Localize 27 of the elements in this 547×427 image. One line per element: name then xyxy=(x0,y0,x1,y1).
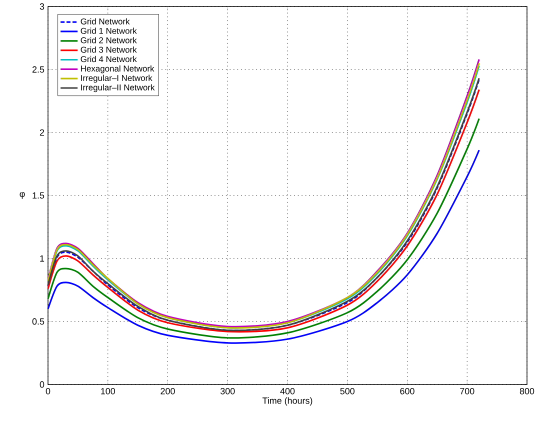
legend-label: Grid 1 Network xyxy=(80,27,137,34)
y-tick-label: 1 xyxy=(40,255,44,262)
legend-label: Grid 2 Network xyxy=(80,36,137,44)
legend-label: Hexagonal Network xyxy=(81,65,154,73)
x-tick-label: 300 xyxy=(220,388,235,394)
x-tick-label: 800 xyxy=(520,388,534,394)
legend-label: Grid 4 Network xyxy=(80,56,137,62)
y-tick-label: 2 xyxy=(40,129,44,136)
legend-label: Irregular–II Network xyxy=(81,84,155,92)
y-tick-label: 3 xyxy=(40,3,44,10)
legend-label: Grid Network xyxy=(80,18,130,24)
x-tick-label: 0 xyxy=(46,388,50,394)
y-tick-label: 0 xyxy=(40,381,44,388)
x-tick-label: 500 xyxy=(340,388,355,394)
x-tick-label: 700 xyxy=(460,388,474,394)
x-tick-label: 400 xyxy=(280,388,295,394)
x-axis-title: Time (hours) xyxy=(262,396,312,406)
legend-label: Irregular–I Network xyxy=(81,74,152,82)
y-tick-label: 2.5 xyxy=(32,66,44,72)
y-axis-title: φ xyxy=(20,192,25,199)
legend-label: Grid 3 Network xyxy=(80,46,137,52)
y-tick-label: 1.5 xyxy=(32,192,44,198)
x-tick-label: 600 xyxy=(400,388,414,394)
x-tick-label: 200 xyxy=(160,388,175,394)
line-series xyxy=(47,149,480,344)
y-tick-label: 0.5 xyxy=(32,318,44,324)
x-tick-label: 100 xyxy=(101,388,116,394)
